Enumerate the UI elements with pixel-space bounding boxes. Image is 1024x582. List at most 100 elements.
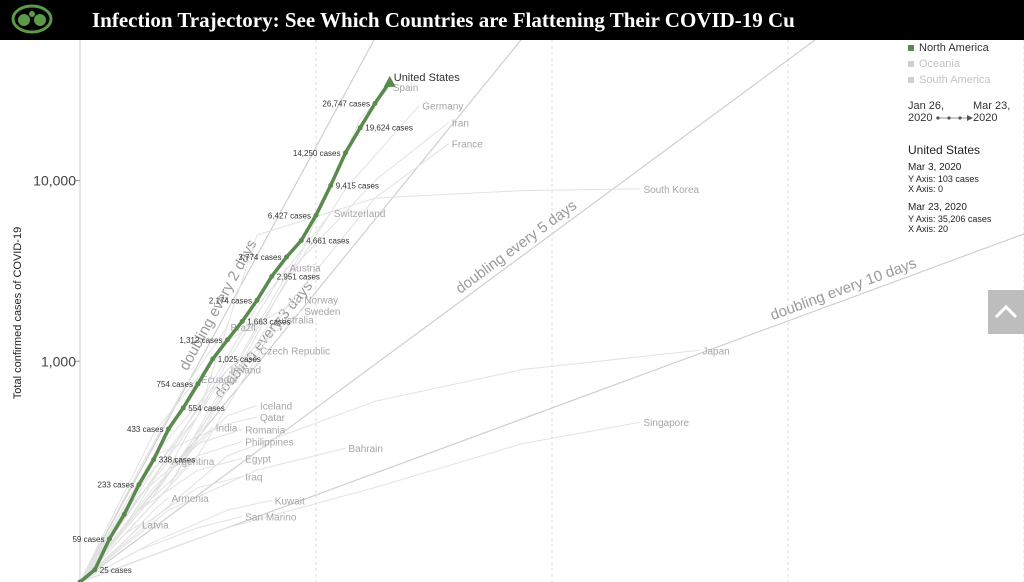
y-tick-label: 1,000 [41, 353, 76, 369]
country-label-ecuador: Ecuador [201, 375, 239, 386]
country-line-singapore [80, 421, 641, 582]
country-label-philippines: Philippines [245, 437, 293, 448]
highlight-point-label: 3,774 cases [238, 253, 281, 262]
country-label-iraq: Iraq [245, 473, 262, 484]
country-label-sweden: Sweden [304, 307, 340, 318]
country-label-australia: Australia [275, 316, 314, 327]
highlight-point-label: 433 cases [127, 425, 163, 434]
highlight-point [239, 318, 245, 324]
country-line-austria [80, 267, 287, 582]
country-label-germany: Germany [422, 102, 463, 113]
highlight-point-label: 26,747 cases [322, 99, 370, 108]
country-line-armenia [80, 497, 169, 582]
header-bar: Infection Trajectory: See Which Countrie… [0, 0, 1024, 40]
legend-item-north-america[interactable]: North America [908, 40, 1020, 56]
highlight-end-label: United States [394, 72, 461, 84]
country-label-iceland: Iceland [260, 401, 292, 412]
reference-line-label: doubling every 5 days [452, 197, 580, 297]
country-label-singapore: Singapore [644, 418, 690, 429]
country-line-egypt [80, 457, 243, 582]
highlight-point-label: 1,312 cases [179, 336, 222, 345]
y-axis-label: Total confirmed cases of COVID-19 [12, 227, 24, 399]
legend-label: South America [919, 74, 991, 86]
highlight-point-label: 19,624 cases [365, 124, 413, 133]
highlight-point-label: 59 cases [72, 535, 104, 544]
highlight-point [284, 254, 289, 260]
legend-label: North America [919, 42, 989, 54]
highlight-point-label: 4,661 cases [306, 236, 349, 245]
country-label-armenia: Armenia [172, 494, 210, 505]
country-label-norway: Norway [304, 295, 338, 306]
highlight-point-label: 6,427 cases [268, 211, 311, 220]
country-line-bahrain [80, 447, 346, 582]
country-label-south-korea: South Korea [644, 185, 700, 196]
highlight-point-label: 9,415 cases [336, 181, 379, 190]
detail-panel: United States Mar 3, 2020 Y Axis: 103 ca… [908, 142, 1020, 234]
chevron-up-icon [994, 304, 1018, 319]
country-label-iran: Iran [452, 118, 469, 129]
country-label-austria: Austria [290, 264, 322, 275]
highlight-point [180, 405, 186, 411]
y-tick-label: 10,000 [33, 173, 76, 189]
detail-y-value: Y Axis: 103 cases [908, 174, 979, 184]
highlight-point-label: 338 cases [159, 455, 195, 464]
highlight-point-label: 1,663 cases [247, 317, 290, 326]
highlight-point [313, 212, 319, 218]
date-range-slider[interactable]: Jan 26, 2020 Mar 23, 2020 [908, 98, 1020, 138]
country-label-romania: Romania [245, 425, 285, 436]
highlight-end-marker [383, 75, 396, 87]
highlight-point [107, 536, 112, 542]
reference-line-label: doubling every 10 days [768, 255, 919, 324]
country-line-qatar [80, 416, 258, 582]
highlight-point-label: 25 cases [100, 566, 132, 575]
country-label-spain: Spain [393, 83, 419, 94]
highlight-line-united-states [80, 80, 392, 582]
highlight-point [298, 237, 304, 243]
legend-swatch [908, 61, 914, 68]
highlight-point-label: 554 cases [188, 404, 224, 413]
country-label-ireland: Ireland [231, 366, 262, 377]
country-label-india: India [216, 423, 238, 434]
highlight-point [269, 273, 275, 279]
highlight-point [77, 579, 83, 582]
highlight-point [136, 481, 142, 487]
range-start-label: Jan 26, 2020 [908, 100, 945, 124]
country-label-kuwait: Kuwait [275, 496, 305, 507]
country-label-japan: Japan [703, 346, 730, 357]
legend-swatch [908, 77, 914, 84]
highlight-point [121, 511, 127, 517]
country-label-latvia: Latvia [142, 520, 169, 531]
legend-item-oceania[interactable]: Oceania [908, 56, 1020, 72]
country-label-france: France [452, 140, 484, 151]
detail-x-value: X Axis: 20 [908, 224, 949, 234]
highlight-point [372, 100, 378, 106]
country-line-switzerland [80, 212, 332, 582]
highlight-point [357, 125, 363, 131]
highlight-point-label: 14,250 cases [293, 149, 341, 158]
country-label-czech-republic: Czech Republic [260, 346, 330, 357]
range-slider-track[interactable] [934, 114, 974, 122]
highlight-point [343, 150, 348, 156]
highlight-point [225, 337, 230, 343]
reference-line [80, 233, 1024, 582]
highlight-point [254, 297, 260, 303]
detail-country: United States [908, 143, 981, 157]
legend-item-south-america[interactable]: South America [908, 72, 1020, 88]
country-line-japan [80, 349, 700, 582]
legend-label: Oceania [919, 58, 960, 70]
highlight-point [195, 381, 201, 387]
highlight-point [210, 356, 216, 362]
country-label-san-marino: San Marino [245, 513, 297, 524]
highlight-point [151, 456, 157, 462]
scroll-to-top-button[interactable] [988, 290, 1024, 334]
legend-panel: North America Oceania South America Jan … [908, 40, 1020, 234]
virus-logo-icon[interactable] [10, 2, 54, 36]
highlight-point [166, 426, 171, 432]
legend-swatch [908, 45, 914, 52]
country-label-qatar: Qatar [260, 413, 286, 424]
country-line-iceland [80, 404, 258, 582]
detail-date: Mar 3, 2020 [908, 162, 962, 173]
highlight-point-label: 233 cases [98, 480, 134, 489]
range-end-label: Mar 23, 2020 [973, 100, 1011, 124]
